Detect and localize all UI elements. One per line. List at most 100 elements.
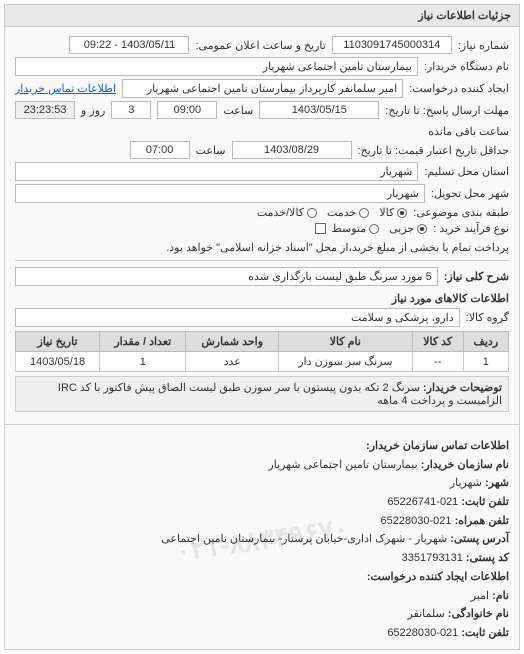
val-phone: 021-65226741	[387, 496, 458, 508]
label-request-no: شماره نیاز:	[458, 39, 509, 52]
row-validity: حداقل تاریخ اعتبار قیمت: تا تاریخ: 1403/…	[15, 141, 509, 159]
table-row: 1 -- سرنگ سر سوزن دار عدد 1 1403/05/18	[16, 352, 509, 372]
row-process: نوع فرآیند خرید : جزیی متوسط پرداخت تمام…	[15, 222, 509, 254]
th-0: ردیف	[463, 332, 508, 352]
field-group: دارو، پزشکی و سلامت	[15, 308, 460, 327]
divider-2	[5, 424, 519, 425]
val-fname: امیر	[471, 590, 489, 602]
th-5: تاریخ نیاز	[16, 332, 100, 352]
radio-gs-label: کالا/خدمت	[257, 206, 304, 219]
items-table: ردیف کد کالا نام کالا واحد شمارش تعداد /…	[15, 331, 509, 372]
contact-section: ۰۲۱-۸۸۳۴۹۶۷۰ اطلاعات تماس سازمان خریدار:…	[5, 431, 519, 649]
val-org-name: بیمارستان تامین اجتماعی شهریار	[268, 459, 417, 471]
th-4: تعداد / مقدار	[100, 332, 186, 352]
line-postcode: کد پستی: 3351793131	[15, 549, 509, 568]
label-validity-time: ساعت	[196, 144, 226, 157]
items-title: اطلاعات کالاهای مورد نیاز	[15, 292, 509, 305]
row-category: طبقه بندی موضوعی: کالا خدمت کالا/خدمت	[15, 206, 509, 219]
label-summary: شرح کلی نیاز:	[444, 270, 509, 283]
field-deadline-date: 1403/05/15	[259, 101, 379, 119]
label-category: طبقه بندی موضوعی:	[413, 206, 509, 219]
td-2: سرنگ سر سوزن دار	[278, 352, 412, 372]
table-head: ردیف کد کالا نام کالا واحد شمارش تعداد /…	[16, 332, 509, 352]
label-postcode: کد پستی:	[466, 552, 509, 564]
line-phone2: تلفن ثابت: 021-65228030	[15, 624, 509, 643]
info-panel: جزئیات اطلاعات نیاز شماره نیاز: 11030917…	[4, 4, 520, 650]
field-city: شهریار	[15, 184, 425, 203]
radio-goods-service[interactable]: کالا/خدمت	[257, 206, 317, 219]
checkbox-treasury[interactable]	[315, 223, 326, 234]
radio-goods-label: کالا	[379, 206, 394, 219]
radio-medium[interactable]: متوسط	[332, 222, 380, 235]
row-summary: شرح کلی نیاز: 5 مورد سرنگ طبق لیست بارگذ…	[15, 267, 509, 286]
divider	[15, 260, 509, 261]
label-announce: تاریخ و ساعت اعلان عمومی:	[195, 39, 325, 52]
radio-dot-icon	[359, 208, 369, 218]
label-province: استان محل تسلیم:	[424, 165, 509, 178]
radio-dot-icon	[417, 224, 427, 234]
contact-title: اطلاعات تماس سازمان خریدار:	[15, 437, 509, 456]
td-4: 1	[100, 352, 186, 372]
td-0: 1	[463, 352, 508, 372]
line-fname: نام: امیر	[15, 587, 509, 606]
field-validity-time: 07:00	[130, 141, 190, 159]
label-treasury: پرداخت تمام یا بخشی از مبلغ خرید،از محل …	[166, 241, 509, 254]
td-1: --	[412, 352, 463, 372]
buyer-notes-box: توضیحات خریدار: سرنگ 2 تکه بدون پیستون ب…	[15, 376, 509, 412]
panel-title: جزئیات اطلاعات نیاز	[5, 5, 519, 27]
field-province: شهریار	[15, 162, 418, 181]
line-mobile: تلفن همراه: 021-65228030	[15, 512, 509, 531]
label-remain1: روز و	[81, 104, 105, 117]
radio-dot-icon	[397, 208, 407, 218]
row-city: شهر محل تحویل: شهریار	[15, 184, 509, 203]
radio-dot-icon	[369, 224, 379, 234]
val-phone2: 021-65228030	[387, 627, 458, 639]
table-body: 1 -- سرنگ سر سوزن دار عدد 1 1403/05/18	[16, 352, 509, 372]
row-creator: ایجاد کننده درخواست: امیر سلمانفر کارپرد…	[15, 79, 509, 98]
field-announce: 1403/05/11 - 09:22	[69, 36, 189, 54]
label-process: نوع فرآیند خرید :	[433, 222, 509, 235]
line-city: شهر: شهریار	[15, 474, 509, 493]
label-phone: تلفن ثابت:	[461, 496, 509, 508]
radio-dot-icon	[307, 208, 317, 218]
label-phone2: تلفن ثابت:	[461, 627, 509, 639]
label-postal: آدرس پستی:	[450, 533, 509, 545]
field-buyer-org: بیمارستان تامین اجتماعی شهریار	[15, 57, 418, 76]
radio-partial-label: جزیی	[389, 222, 414, 235]
field-remain-days: 3	[111, 101, 151, 119]
label-remain2: ساعت باقی مانده	[428, 125, 509, 138]
radio-medium-label: متوسط	[332, 222, 367, 235]
label-deadline-time: ساعت	[223, 104, 253, 117]
line-org-name: نام سازمان خریدار: بیمارستان تامین اجتما…	[15, 456, 509, 475]
label-validity: حداقل تاریخ اعتبار قیمت: تا تاریخ:	[358, 144, 509, 157]
label-city2: شهر:	[485, 477, 509, 489]
row-deadline: مهلت ارسال پاسخ: تا تاریخ: 1403/05/15 سا…	[15, 101, 509, 138]
process-radios: جزیی متوسط	[332, 222, 428, 235]
field-remain-time: 23:23:53	[15, 101, 75, 119]
field-validity-date: 1403/08/29	[232, 141, 352, 159]
label-fname: نام:	[492, 590, 509, 602]
row-province: استان محل تسلیم: شهریار	[15, 162, 509, 181]
radio-service-label: خدمت	[327, 206, 356, 219]
label-mobile: تلفن همراه:	[455, 515, 509, 527]
label-buyer-notes: توضیحات خریدار:	[423, 382, 502, 394]
td-5: 1403/05/18	[16, 352, 100, 372]
radio-goods[interactable]: کالا	[379, 206, 407, 219]
line-postal: آدرس پستی: شهریار - شهرک اداری-خیابان پر…	[15, 530, 509, 549]
row-group: گروه کالا: دارو، پزشکی و سلامت	[15, 308, 509, 327]
radio-service[interactable]: خدمت	[327, 206, 369, 219]
field-summary: 5 مورد سرنگ طبق لیست بارگذاری شده	[15, 267, 438, 286]
label-creator: ایجاد کننده درخواست:	[409, 82, 509, 95]
radio-partial[interactable]: جزیی	[389, 222, 427, 235]
row-buyer-org: نام دستگاه خریدار: بیمارستان تامین اجتما…	[15, 57, 509, 76]
label-lname: نام خانوادگی:	[448, 608, 509, 620]
th-1: کد کالا	[412, 332, 463, 352]
line-phone: تلفن ثابت: 021-65226741	[15, 493, 509, 512]
line-lname: نام خانوادگی: سلمانفر	[15, 605, 509, 624]
val-postal: شهریار - شهرک اداری-خیابان پرستار- بیمار…	[161, 533, 447, 545]
link-contact[interactable]: اطلاعات تماس خریدار	[15, 82, 116, 95]
th-2: نام کالا	[278, 332, 412, 352]
field-deadline-time: 09:00	[157, 101, 217, 119]
label-org-name: نام سازمان خریدار:	[421, 459, 509, 471]
panel-body: شماره نیاز: 1103091745000314 تاریخ و ساع…	[5, 27, 519, 418]
